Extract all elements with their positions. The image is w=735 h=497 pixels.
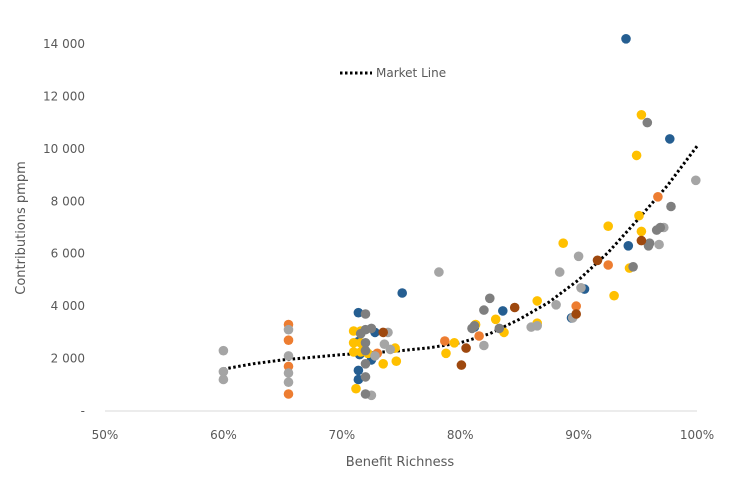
data-point bbox=[609, 290, 619, 301]
y-tick-label: 4 000 bbox=[51, 299, 85, 313]
data-point bbox=[218, 374, 229, 385]
data-point bbox=[441, 348, 451, 359]
data-point bbox=[360, 338, 371, 348]
y-tick-label: 12 000 bbox=[43, 89, 85, 103]
data-point bbox=[479, 305, 489, 315]
data-point bbox=[283, 361, 294, 372]
data-point bbox=[378, 359, 389, 369]
data-point bbox=[554, 267, 565, 277]
legend: Market Line bbox=[340, 66, 446, 80]
data-point bbox=[494, 323, 505, 334]
data-point bbox=[636, 226, 647, 237]
y-tick-label: 2 000 bbox=[51, 352, 85, 366]
y-tick-label: 14 000 bbox=[43, 37, 85, 51]
data-point bbox=[479, 340, 489, 351]
data-point bbox=[360, 359, 371, 369]
data-point bbox=[434, 267, 444, 277]
data-point bbox=[636, 110, 647, 120]
data-point bbox=[532, 321, 542, 331]
data-point bbox=[360, 345, 371, 356]
data-point bbox=[532, 296, 542, 306]
data-point bbox=[576, 283, 586, 293]
data-point bbox=[366, 323, 377, 334]
x-tick-label: 60% bbox=[210, 428, 237, 442]
data-point bbox=[573, 251, 584, 262]
data-point bbox=[631, 150, 642, 161]
data-point bbox=[218, 366, 229, 377]
y-tick-labels: - 2 000 4 000 6 000 8 000 10 000 12 000 14 000 bbox=[43, 37, 85, 418]
data-point bbox=[351, 383, 361, 394]
data-point bbox=[642, 117, 653, 128]
data-point bbox=[634, 210, 644, 221]
data-point bbox=[509, 302, 520, 313]
data-point bbox=[218, 345, 229, 356]
data-point bbox=[636, 235, 647, 246]
data-point bbox=[628, 262, 638, 272]
data-point bbox=[456, 360, 467, 370]
data-point bbox=[558, 238, 568, 248]
data-point bbox=[391, 356, 402, 367]
data-point bbox=[348, 347, 359, 357]
data-point bbox=[283, 389, 294, 399]
data-point bbox=[440, 336, 450, 346]
data-point bbox=[370, 351, 380, 361]
data-point bbox=[461, 343, 471, 353]
x-tick-label: 90% bbox=[565, 428, 592, 442]
data-point bbox=[283, 368, 294, 378]
market-line bbox=[223, 145, 699, 371]
trend-line-group bbox=[223, 145, 699, 371]
data-point bbox=[651, 225, 662, 235]
y-tick-label: 10 000 bbox=[43, 142, 85, 156]
data-point bbox=[378, 327, 389, 338]
data-point bbox=[643, 241, 654, 251]
data-point bbox=[603, 221, 613, 231]
x-tick-label: 80% bbox=[447, 428, 474, 442]
data-point bbox=[385, 344, 396, 355]
data-point bbox=[654, 239, 664, 250]
y-tick-label: 8 000 bbox=[51, 194, 85, 208]
data-point bbox=[360, 372, 371, 382]
data-point bbox=[498, 306, 508, 316]
data-point bbox=[355, 328, 366, 339]
data-point bbox=[283, 335, 294, 346]
data-point bbox=[592, 255, 603, 266]
data-point bbox=[353, 307, 364, 318]
legend-market-line-label: Market Line bbox=[376, 66, 446, 80]
data-point bbox=[571, 309, 581, 319]
data-point bbox=[691, 175, 701, 186]
data-point bbox=[490, 314, 501, 325]
data-point bbox=[621, 34, 631, 44]
data-point bbox=[353, 365, 364, 376]
data-point bbox=[283, 351, 294, 361]
y-axis-title: Contributions pmpm bbox=[14, 161, 29, 294]
data-point bbox=[551, 300, 561, 310]
x-tick-labels: 50% 60% 70% 80% 90% 100% bbox=[92, 428, 714, 442]
data-point bbox=[283, 324, 294, 335]
y-tick-label: - bbox=[81, 404, 85, 418]
data-point bbox=[653, 192, 663, 202]
x-tick-label: 100% bbox=[680, 428, 714, 442]
data-point bbox=[666, 201, 676, 212]
x-tick-label: 50% bbox=[92, 428, 119, 442]
data-point bbox=[467, 323, 477, 334]
data-point bbox=[360, 389, 371, 399]
y-tick-label: 6 000 bbox=[51, 247, 85, 261]
x-axis-title: Benefit Richness bbox=[346, 455, 455, 470]
data-point bbox=[623, 241, 634, 251]
data-point bbox=[603, 260, 613, 270]
data-point bbox=[360, 309, 371, 319]
data-point bbox=[571, 301, 581, 311]
data-point bbox=[474, 331, 484, 341]
data-point bbox=[348, 338, 359, 348]
data-point bbox=[665, 134, 675, 144]
x-tick-label: 70% bbox=[328, 428, 355, 442]
data-point bbox=[485, 293, 495, 304]
points-group bbox=[218, 34, 701, 401]
data-point bbox=[449, 338, 460, 348]
data-point bbox=[397, 288, 408, 298]
data-point bbox=[283, 377, 294, 388]
